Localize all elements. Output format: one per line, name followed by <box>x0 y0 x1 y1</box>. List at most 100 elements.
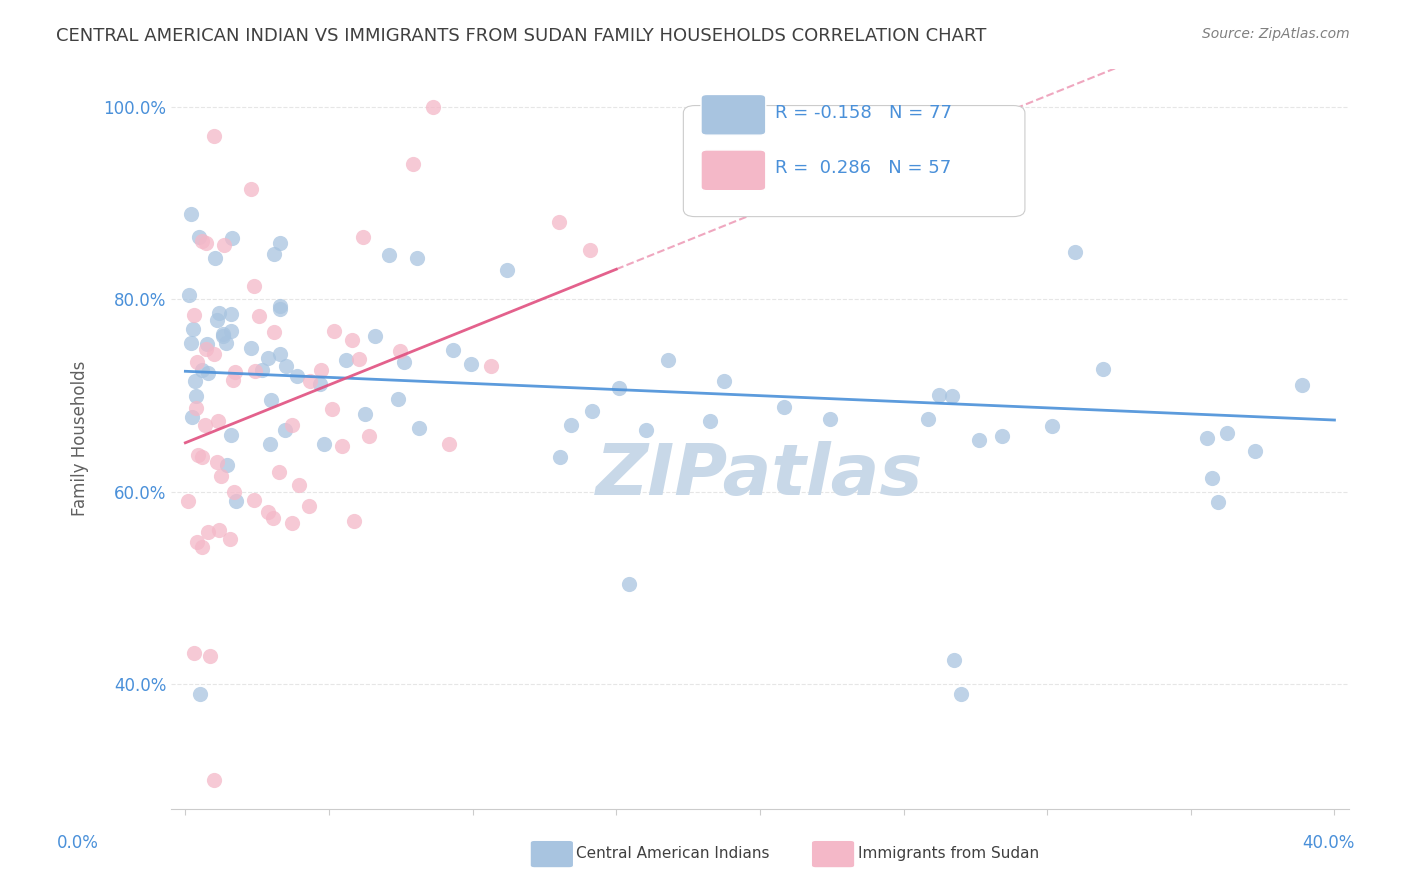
Point <box>347 351 370 366</box>
Point <box>363 329 385 343</box>
Point <box>188 230 211 244</box>
Point <box>242 493 264 508</box>
Point <box>298 499 321 513</box>
Text: Central American Indians: Central American Indians <box>576 847 770 861</box>
Point <box>772 401 794 415</box>
Point <box>259 393 281 408</box>
Point <box>479 359 502 373</box>
Point <box>269 235 291 250</box>
Point <box>1244 443 1267 458</box>
Point <box>202 773 225 788</box>
Point <box>579 243 602 257</box>
Point <box>202 128 225 143</box>
Point <box>607 381 630 395</box>
Point <box>699 414 721 428</box>
Point <box>191 235 214 249</box>
Point <box>560 417 582 432</box>
Point <box>215 336 238 351</box>
Point <box>314 437 336 451</box>
Point <box>287 478 309 492</box>
Point <box>219 427 242 442</box>
Point <box>299 375 322 389</box>
Point <box>207 414 229 428</box>
Text: ZIPatlas: ZIPatlas <box>596 442 924 510</box>
Point <box>197 525 219 540</box>
Point <box>969 433 991 447</box>
Point <box>198 649 221 664</box>
Point <box>214 238 236 252</box>
Point <box>281 418 304 433</box>
Point <box>194 417 217 432</box>
Point <box>181 321 204 335</box>
Point <box>186 534 208 549</box>
Point <box>548 450 571 464</box>
Point <box>252 363 274 377</box>
Text: 0.0%: 0.0% <box>56 834 98 852</box>
Point <box>202 347 225 361</box>
Point <box>1040 418 1063 433</box>
Point <box>259 436 281 450</box>
Point <box>263 511 285 525</box>
Point <box>183 308 205 322</box>
Point <box>441 343 464 357</box>
Point <box>408 421 430 435</box>
FancyBboxPatch shape <box>683 105 1025 217</box>
Point <box>211 326 233 341</box>
Point <box>323 324 346 338</box>
Point <box>221 373 243 387</box>
Point <box>619 576 641 591</box>
Point <box>219 324 242 338</box>
Point <box>285 369 308 384</box>
Point <box>263 246 285 260</box>
Text: R = -0.158   N = 77: R = -0.158 N = 77 <box>775 104 952 122</box>
Point <box>377 248 399 262</box>
Y-axis label: Family Households: Family Households <box>72 361 89 516</box>
Point <box>406 252 429 266</box>
Text: R =  0.286   N = 57: R = 0.286 N = 57 <box>775 160 952 178</box>
Point <box>357 429 380 443</box>
Point <box>548 215 571 229</box>
Text: CENTRAL AMERICAN INDIAN VS IMMIGRANTS FROM SUDAN FAMILY HOUSEHOLDS CORRELATION C: CENTRAL AMERICAN INDIAN VS IMMIGRANTS FR… <box>56 27 987 45</box>
Point <box>269 301 291 316</box>
Point <box>187 448 209 462</box>
Text: Immigrants from Sudan: Immigrants from Sudan <box>858 847 1039 861</box>
Point <box>225 494 247 508</box>
Point <box>186 401 208 415</box>
Point <box>402 157 425 171</box>
Point <box>191 450 214 464</box>
Point <box>239 341 262 355</box>
Point <box>188 687 211 701</box>
Point <box>184 389 207 403</box>
Point <box>281 516 304 530</box>
Point <box>243 364 266 378</box>
Point <box>941 389 963 403</box>
Point <box>191 540 214 554</box>
Point <box>183 646 205 660</box>
Point <box>176 493 198 508</box>
Point <box>263 325 285 339</box>
Point <box>330 439 353 453</box>
Point <box>321 402 343 417</box>
Point <box>949 687 972 701</box>
Point <box>180 207 202 221</box>
Point <box>928 388 950 402</box>
Point <box>186 355 208 369</box>
Point <box>224 365 246 379</box>
Point <box>267 465 290 479</box>
Point <box>194 235 217 250</box>
Point <box>247 310 270 324</box>
Point <box>942 653 965 667</box>
Point <box>180 336 202 351</box>
Point <box>422 100 444 114</box>
Point <box>197 366 219 380</box>
Point <box>1201 470 1223 484</box>
Point <box>207 455 229 469</box>
Point <box>437 437 460 451</box>
Point <box>256 505 278 519</box>
Point <box>1197 432 1219 446</box>
Point <box>219 307 242 321</box>
Point <box>207 305 229 319</box>
Point <box>460 357 482 371</box>
Point <box>1216 426 1239 441</box>
Point <box>335 352 357 367</box>
